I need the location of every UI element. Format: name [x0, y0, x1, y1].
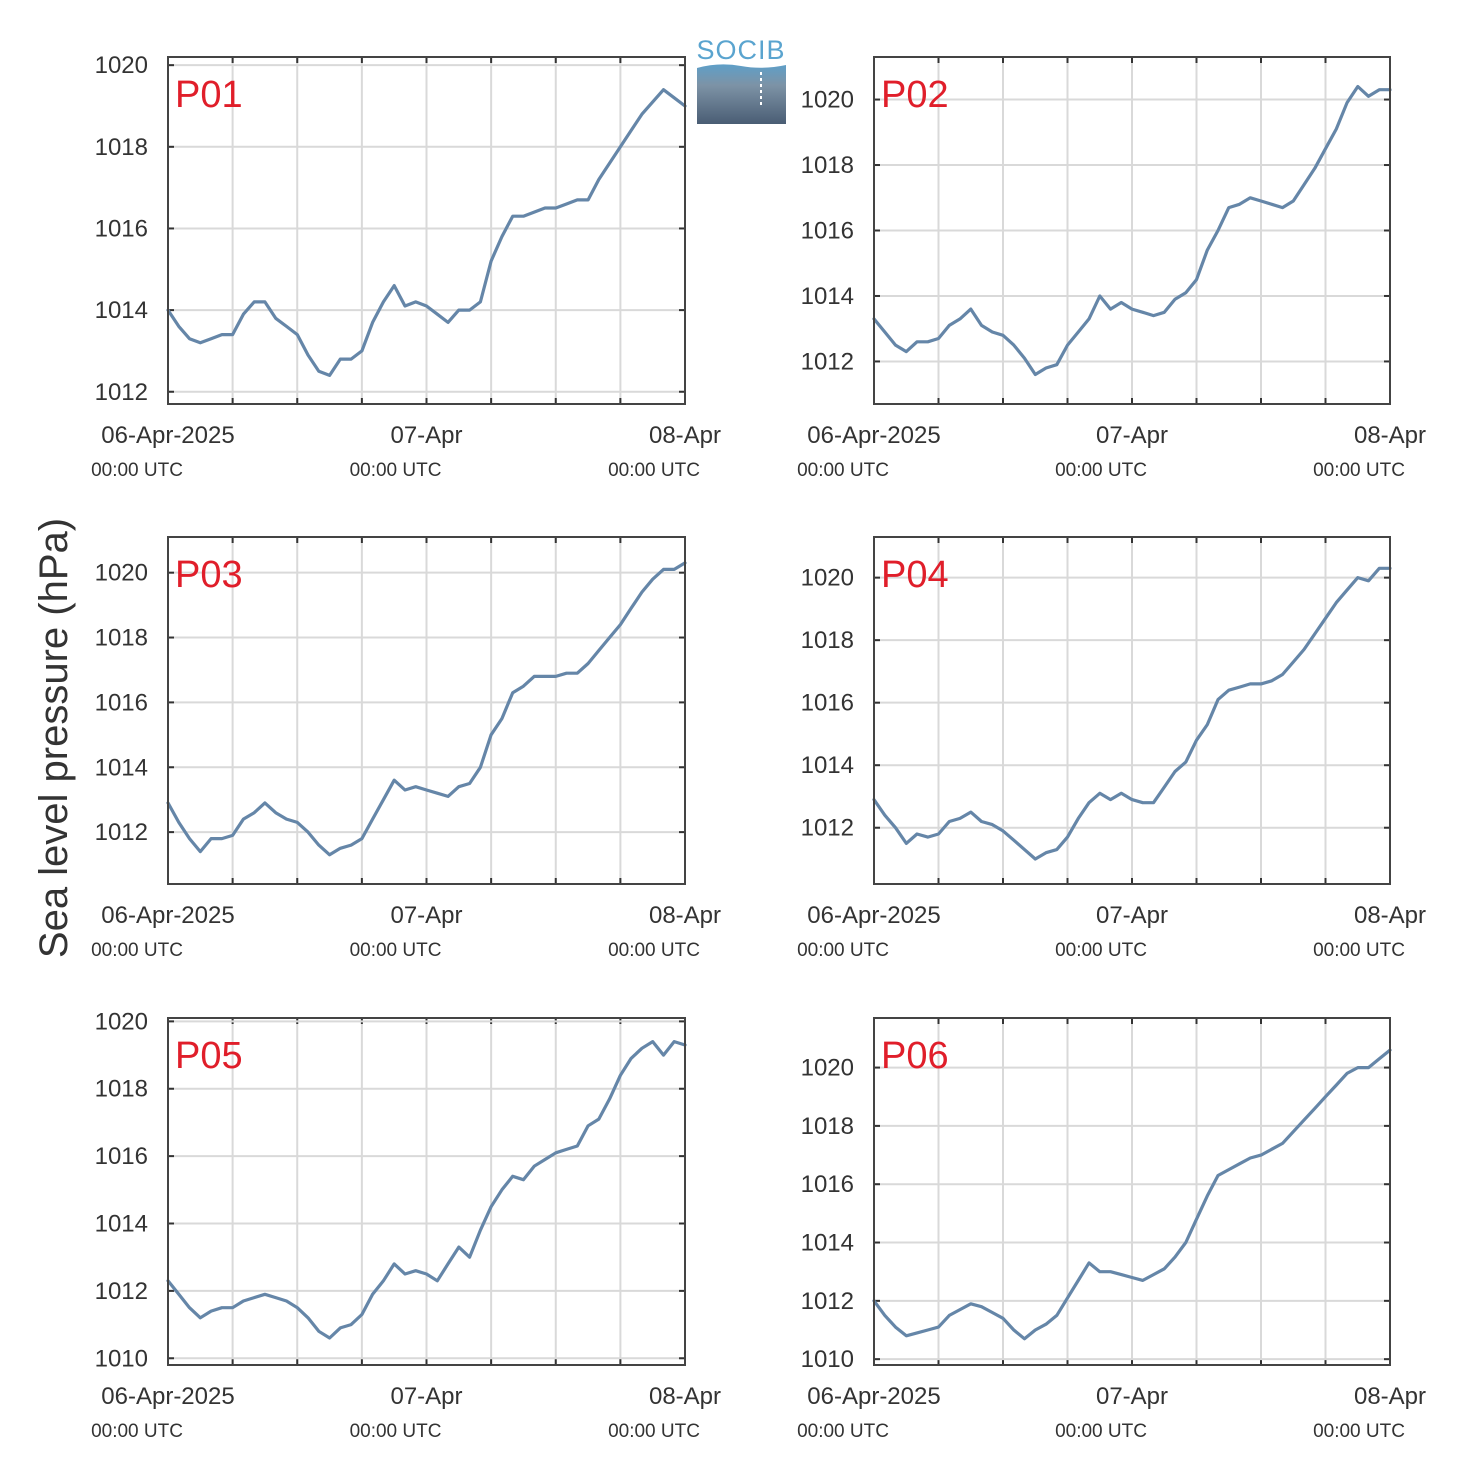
x-tick-sublabel: 00:00 UTC [91, 940, 183, 961]
logo-text: SOCIB [696, 35, 785, 65]
x-tick-label: 07-Apr [1096, 902, 1168, 929]
y-tick-label: 1012 [801, 1288, 854, 1315]
x-tick-sublabel: 00:00 UTC [1313, 1421, 1405, 1442]
axes-frame [167, 536, 686, 885]
y-tick-label: 1020 [95, 1008, 148, 1035]
panel-label: P01 [175, 74, 243, 116]
y-tick-label: 1012 [95, 379, 148, 406]
x-tick-label: 07-Apr [1096, 422, 1168, 449]
x-tick-label: 08-Apr [649, 1383, 721, 1410]
y-tick-label: 1016 [95, 1143, 148, 1170]
x-tick-label: 08-Apr [649, 902, 721, 929]
chart-panel: 1012 1014 1016 1018 1020 P01 06-Apr-2025 00:00 … [91, 52, 721, 481]
y-tick-label: 1012 [801, 815, 854, 842]
chart-panel: 1010 1012 1014 1016 1018 1020 P06 06-Apr-2025 00… [797, 1017, 1426, 1442]
y-tick-label: 1018 [801, 1113, 854, 1140]
x-tick-sublabel: 00:00 UTC [1313, 940, 1405, 961]
y-tick-label: 1014 [801, 283, 854, 310]
series-line [872, 566, 1392, 861]
axes-frame [873, 536, 1391, 885]
y-tick-label: 1014 [95, 754, 148, 781]
y-tick-label: 1014 [95, 297, 148, 324]
series-line [166, 561, 687, 857]
x-tick-label: 06-Apr-2025 [807, 422, 940, 449]
x-tick-label: 07-Apr [390, 902, 462, 929]
y-tick-label: 1012 [95, 1278, 148, 1305]
x-tick-label: 06-Apr-2025 [807, 902, 940, 929]
x-tick-label: 06-Apr-2025 [101, 422, 234, 449]
x-tick-sublabel: 00:00 UTC [797, 1421, 889, 1442]
chart-panel: 1012 1014 1016 1018 1020 P03 06-Apr-2025 00:00 … [91, 536, 721, 961]
y-tick-label: 1012 [95, 819, 148, 846]
x-tick-sublabel: 00:00 UTC [1313, 460, 1405, 481]
x-tick-sublabel: 00:00 UTC [350, 460, 442, 481]
y-tick-label: 1016 [95, 215, 148, 242]
panel-label: P02 [881, 74, 949, 116]
panel-label: P05 [175, 1035, 243, 1077]
x-tick-label: 08-Apr [1354, 1383, 1426, 1410]
chart-panel: 1012 1014 1016 1018 1020 P02 06-Apr-2025 00:00 … [797, 56, 1426, 481]
x-tick-sublabel: 00:00 UTC [1055, 940, 1147, 961]
y-tick-label: 1014 [95, 1211, 148, 1238]
y-tick-label: 1020 [801, 87, 854, 114]
series-line [166, 1039, 687, 1340]
series-line [166, 88, 687, 377]
chart-panel: 1012 1014 1016 1018 1020 P04 06-Apr-2025 00:00 … [797, 536, 1426, 961]
panel-label: P04 [881, 554, 949, 596]
x-tick-label: 07-Apr [390, 422, 462, 449]
y-tick-label: 1020 [801, 565, 854, 592]
y-tick-label: 1020 [95, 560, 148, 587]
series-line [872, 84, 1392, 377]
y-tick-label: 1018 [801, 152, 854, 179]
x-tick-label: 08-Apr [649, 422, 721, 449]
y-tick-label: 1016 [95, 689, 148, 716]
x-tick-label: 06-Apr-2025 [101, 902, 234, 929]
x-tick-sublabel: 00:00 UTC [91, 1421, 183, 1442]
x-tick-sublabel: 00:00 UTC [1055, 1421, 1147, 1442]
y-tick-label: 1010 [95, 1345, 148, 1372]
panel-label: P06 [881, 1035, 949, 1077]
axes-frame [167, 1017, 686, 1366]
x-tick-label: 07-Apr [390, 1383, 462, 1410]
series-line [872, 1048, 1392, 1341]
y-tick-label: 1014 [801, 1230, 854, 1257]
x-tick-label: 06-Apr-2025 [101, 1383, 234, 1410]
axes-frame [167, 56, 686, 405]
y-tick-label: 1016 [801, 218, 854, 245]
x-tick-sublabel: 00:00 UTC [1055, 460, 1147, 481]
y-tick-label: 1012 [801, 348, 854, 375]
y-tick-label: 1018 [95, 134, 148, 161]
y-axis-label: Sea level pressure (hPa) [32, 518, 76, 958]
x-tick-sublabel: 00:00 UTC [797, 460, 889, 481]
x-tick-label: 08-Apr [1354, 422, 1426, 449]
y-tick-label: 1018 [95, 625, 148, 652]
x-tick-label: 08-Apr [1354, 902, 1426, 929]
y-tick-label: 1016 [801, 1171, 854, 1198]
x-tick-sublabel: 00:00 UTC [350, 1421, 442, 1442]
x-tick-label: 06-Apr-2025 [807, 1383, 940, 1410]
y-tick-label: 1020 [801, 1055, 854, 1082]
logo-graphic [697, 64, 786, 124]
x-tick-label: 07-Apr [1096, 1383, 1168, 1410]
y-tick-label: 1016 [801, 690, 854, 717]
x-tick-sublabel: 00:00 UTC [350, 940, 442, 961]
y-tick-label: 1018 [801, 627, 854, 654]
y-tick-label: 1010 [801, 1346, 854, 1373]
y-tick-label: 1014 [801, 752, 854, 779]
y-tick-label: 1018 [95, 1076, 148, 1103]
x-tick-sublabel: 00:00 UTC [608, 940, 700, 961]
x-tick-sublabel: 00:00 UTC [608, 460, 700, 481]
x-tick-sublabel: 00:00 UTC [797, 940, 889, 961]
x-tick-sublabel: 00:00 UTC [91, 460, 183, 481]
axes-frame [873, 1017, 1391, 1366]
chart-panel: 1010 1012 1014 1016 1018 1020 P05 06-Apr-2025 00… [91, 1008, 721, 1442]
socib-logo: SOCIB [696, 35, 786, 124]
x-tick-sublabel: 00:00 UTC [608, 1421, 700, 1442]
panel-label: P03 [175, 554, 243, 596]
axes-frame [873, 56, 1391, 405]
y-tick-label: 1020 [95, 52, 148, 79]
